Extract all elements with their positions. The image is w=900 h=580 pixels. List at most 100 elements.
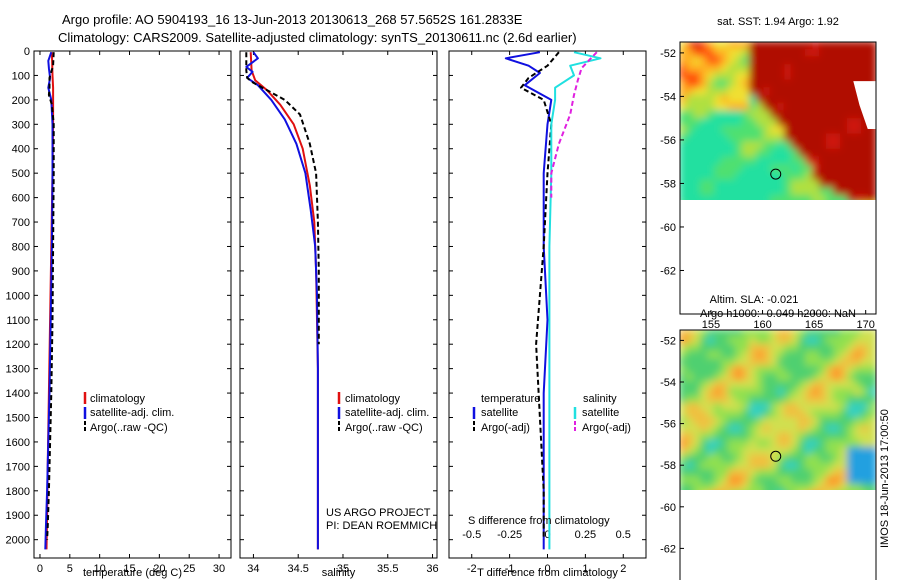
x-tick-label: 34.5 <box>287 563 308 575</box>
legend-label-t-argo: Argo(-adj) <box>481 422 530 434</box>
x-tick-label: 25 <box>183 563 195 575</box>
map-y-tick-label: -56 <box>660 135 676 147</box>
s-tick-label: -0.5 <box>462 529 481 541</box>
y-tick-label: 600 <box>12 193 30 205</box>
x-tick-label: 15 <box>123 563 135 575</box>
sst-map-field <box>680 42 876 200</box>
y-tick-label: 1500 <box>6 413 30 425</box>
argo-position-marker <box>770 450 782 462</box>
sst-map-panel: -52 -54 -56 -58 -60 -62 155 160 165 170 <box>660 41 877 331</box>
temperature-panel: 0100200300400500600700800900100011001200… <box>6 46 232 579</box>
x-tick-label: 5 <box>67 563 73 575</box>
series-line-argo-raw-qc- <box>46 52 55 540</box>
y-tick-label: 1300 <box>6 364 30 376</box>
sla-map-title-line1: Altim. SLA: -0.021 <box>710 294 799 306</box>
x-tick-label: -2 <box>467 563 477 575</box>
legend-label-t-satellite: satellite <box>481 407 518 419</box>
map-y-tick-label: -62 <box>660 265 676 277</box>
map-y-tick-label: -54 <box>660 377 676 389</box>
x-tick-label: 2 <box>620 563 626 575</box>
sst-map-frame <box>679 41 877 315</box>
series-line-argo-adj- <box>550 51 598 198</box>
salinity-legend: climatology satellite-adj. clim. Argo(..… <box>326 392 437 532</box>
profile-panels: 0100200300400500600700800900100011001200… <box>6 46 647 579</box>
salinity-axes-box <box>239 50 438 559</box>
s-tick-label: -0.25 <box>497 529 522 541</box>
sla-map-title-line2: Argo h1000: -0.049 h2000: NaN <box>700 308 856 320</box>
x-tick-label: 34 <box>247 563 259 575</box>
map-y-tick-label: -58 <box>660 460 676 472</box>
y-tick-label: 300 <box>12 119 30 131</box>
y-tick-label: 200 <box>12 95 30 107</box>
series-line-argo-adj- <box>520 51 560 540</box>
legend-label-satellite: satellite-adj. clim. <box>345 407 429 419</box>
sst-map-title: sat. SST: 1.94 Argo: 1.92 <box>717 16 839 28</box>
map-y-tick-label: -56 <box>660 419 676 431</box>
y-tick-label: 700 <box>12 217 30 229</box>
map-y-tick-label: -58 <box>660 178 676 190</box>
x-tick-label: 36 <box>426 563 438 575</box>
y-tick-label: 1200 <box>6 339 30 351</box>
legend-label-s-argo: Argo(-adj) <box>582 422 631 434</box>
pi-annotation: PI: DEAN ROEMMICH <box>326 520 437 532</box>
y-tick-label: 800 <box>12 241 30 253</box>
map-y-tick-label: -60 <box>660 222 676 234</box>
x-tick-label: 30 <box>213 563 225 575</box>
map-y-tick-label: -52 <box>660 48 676 60</box>
x-tick-label: 1 <box>582 563 588 575</box>
salinity-panel: 34 34.5 35 35.5 36 salinity <box>239 50 439 579</box>
series-line-satellite-adj-clim- <box>44 51 54 550</box>
y-tick-label: 1000 <box>6 290 30 302</box>
y-tick-label: 500 <box>12 168 30 180</box>
map-y-tick-label: -52 <box>660 335 676 347</box>
sla-map-field <box>680 330 876 490</box>
x-tick-label: -1 <box>505 563 515 575</box>
map-x-tick-label: 170 <box>857 319 875 331</box>
map-x-tick-label: 155 <box>702 319 720 331</box>
map-y-tick-label: -60 <box>660 502 676 514</box>
project-annotation: US ARGO PROJECT <box>326 507 431 519</box>
series-line-satellite <box>504 51 553 550</box>
legend-label-argo: Argo(..raw -QC) <box>345 422 423 434</box>
map-x-tick-label: 165 <box>805 319 823 331</box>
sla-map-frame <box>679 329 877 580</box>
map-x-tick-label: 160 <box>753 319 771 331</box>
difference-panel: -2 -1 0 1 2 -0.5 -0.25 0 0.25 0.5 T difference fro… <box>448 50 647 579</box>
x-tick-label: 10 <box>94 563 106 575</box>
legend-title-salinity: salinity <box>583 393 617 405</box>
salinity-xlabel: salinity <box>322 567 356 579</box>
legend-label-climatology: climatology <box>90 393 146 405</box>
y-tick-label: 1800 <box>6 486 30 498</box>
legend-label-satellite: satellite-adj. clim. <box>90 407 174 419</box>
y-tick-label: 1100 <box>6 315 30 327</box>
y-tick-label: 1600 <box>6 437 30 449</box>
s-tick-label: 0.5 <box>616 529 631 541</box>
y-tick-label: 100 <box>12 70 30 82</box>
series-line-argo-raw-qc- <box>245 52 320 345</box>
legend-label-climatology: climatology <box>345 393 401 405</box>
s-difference-label: S difference from climatology <box>468 515 610 527</box>
missing-data-patch <box>853 81 876 130</box>
temperature-axes-box <box>33 50 232 559</box>
argo-position-marker <box>770 168 782 180</box>
y-tick-label: 1900 <box>6 510 30 522</box>
map-y-tick-label: -62 <box>660 543 676 555</box>
series-line-satellite <box>548 51 602 550</box>
y-tick-label: 2000 <box>6 535 30 547</box>
y-tick-label: 1700 <box>6 461 30 473</box>
map-y-tick-label: -54 <box>660 91 676 103</box>
side-timestamp-label: IMOS 18-Jun-2013 17:00:50 <box>879 409 891 548</box>
y-tick-label: 900 <box>12 266 30 278</box>
x-tick-label: 35 <box>337 563 349 575</box>
x-tick-label: 35.5 <box>377 563 398 575</box>
s-tick-label: 0 <box>544 529 550 541</box>
y-tick-label: 0 <box>24 46 30 58</box>
difference-xlabel: T difference from climatology <box>477 567 618 579</box>
temperature-legend: climatology satellite-adj. clim. Argo(..… <box>83 392 174 434</box>
legend-label-argo: Argo(..raw -QC) <box>90 422 168 434</box>
s-tick-label: 0.25 <box>575 529 596 541</box>
difference-legend: temperature satellite Argo(-adj) salinit… <box>468 393 631 527</box>
